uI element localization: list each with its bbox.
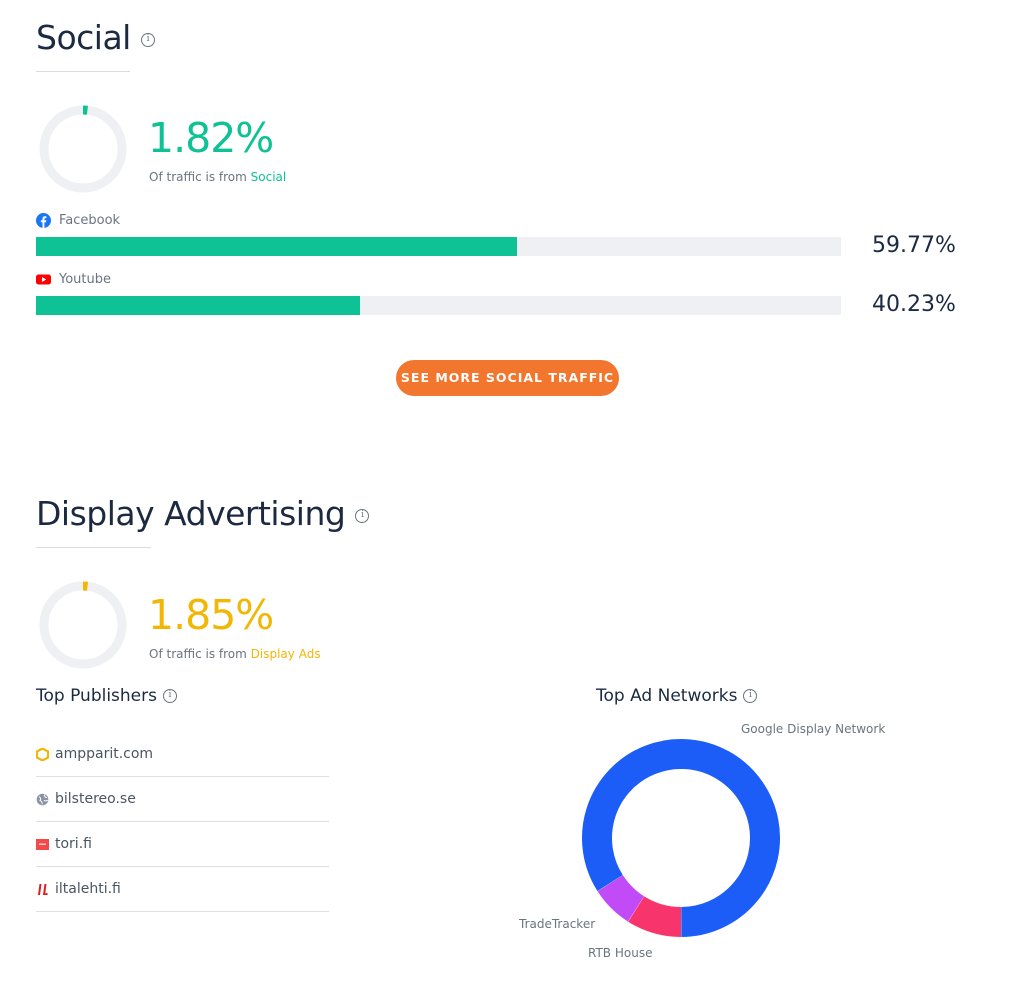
donut-segment-google-display-network[interactable] bbox=[582, 739, 780, 937]
youtube-bar-track bbox=[36, 296, 841, 315]
note-highlight: Display Ads bbox=[250, 647, 321, 661]
social-percentage: 1.82% bbox=[148, 114, 274, 162]
see-more-social-button[interactable]: SEE MORE SOCIAL TRAFFIC bbox=[396, 360, 619, 396]
publisher-row[interactable]: iltalehti.fi bbox=[36, 867, 329, 912]
iltalehti-icon bbox=[38, 883, 48, 895]
donut-segment-tradetracker[interactable] bbox=[597, 874, 645, 922]
social-share-ring bbox=[39, 105, 127, 193]
publisher-row[interactable]: tori.fi bbox=[36, 822, 329, 867]
facebook-icon bbox=[36, 213, 51, 228]
display-percentage: 1.85% bbox=[148, 591, 274, 639]
display-share-ring bbox=[39, 581, 127, 669]
platform-label-youtube: Youtube bbox=[36, 272, 111, 287]
social-title-text: Social bbox=[36, 18, 131, 57]
facebook-bar-track bbox=[36, 237, 841, 256]
ad-networks-donut bbox=[582, 739, 780, 937]
info-icon[interactable]: i bbox=[163, 689, 177, 703]
top-ad-networks-title-text: Top Ad Networks bbox=[596, 686, 738, 706]
donut-segment-rtb-house[interactable] bbox=[628, 896, 682, 937]
display-title-text: Display Advertising bbox=[36, 494, 346, 533]
ampparit-icon bbox=[36, 747, 49, 761]
social-title: Social i bbox=[36, 18, 155, 57]
publisher-name[interactable]: iltalehti.fi bbox=[55, 881, 121, 897]
globe-icon bbox=[36, 793, 49, 805]
display-title: Display Advertising i bbox=[36, 494, 370, 533]
note-highlight: Social bbox=[250, 170, 287, 184]
youtube-icon bbox=[36, 274, 51, 285]
platform-name: Youtube bbox=[59, 272, 111, 287]
title-divider bbox=[36, 71, 130, 72]
publisher-row[interactable]: bilstereo.se bbox=[36, 777, 329, 822]
network-label-google: Google Display Network bbox=[741, 722, 886, 736]
network-label-rtb-house: RTB House bbox=[588, 946, 653, 960]
display-traffic-note: Of traffic is from Display Ads bbox=[149, 647, 321, 661]
publisher-name[interactable]: ampparit.com bbox=[55, 746, 154, 762]
platform-name: Facebook bbox=[59, 213, 121, 228]
publishers-list: ampparit.com bilstereo.se tori.fi iltale… bbox=[36, 732, 329, 912]
social-traffic-note: Of traffic is from Social bbox=[149, 170, 286, 184]
publisher-name[interactable]: bilstereo.se bbox=[55, 791, 136, 807]
top-publishers-title: Top Publishers i bbox=[36, 686, 177, 706]
youtube-bar-fill bbox=[36, 296, 360, 315]
publisher-name[interactable]: tori.fi bbox=[55, 836, 92, 852]
top-ad-networks-title: Top Ad Networks i bbox=[596, 686, 758, 706]
note-prefix: Of traffic is from bbox=[149, 647, 247, 661]
note-prefix: Of traffic is from bbox=[149, 170, 247, 184]
top-publishers-title-text: Top Publishers bbox=[36, 686, 157, 706]
title-divider bbox=[36, 547, 151, 548]
info-icon[interactable]: i bbox=[140, 32, 155, 47]
info-icon[interactable]: i bbox=[355, 508, 370, 523]
youtube-percentage: 40.23% bbox=[872, 292, 956, 317]
info-icon[interactable]: i bbox=[743, 689, 758, 703]
tori-icon bbox=[36, 838, 49, 850]
facebook-bar-fill bbox=[36, 237, 518, 256]
network-label-tradetracker: TradeTracker bbox=[519, 917, 596, 931]
publisher-row[interactable]: ampparit.com bbox=[36, 732, 329, 777]
facebook-percentage: 59.77% bbox=[872, 233, 956, 258]
platform-label-facebook: Facebook bbox=[36, 213, 120, 228]
